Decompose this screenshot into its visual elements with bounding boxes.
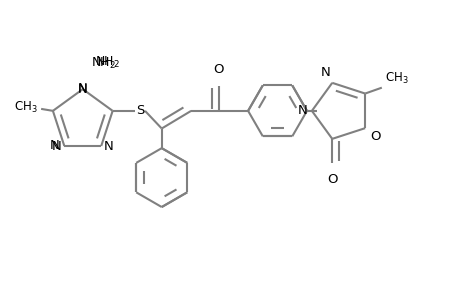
- Text: O: O: [369, 130, 380, 143]
- Text: N: N: [78, 82, 88, 96]
- Text: O: O: [213, 64, 224, 76]
- Text: N: N: [50, 140, 59, 152]
- Text: O: O: [326, 173, 337, 186]
- Text: N: N: [78, 82, 88, 95]
- Text: N: N: [320, 66, 330, 79]
- Text: CH$_3$: CH$_3$: [384, 70, 408, 86]
- Text: N: N: [297, 104, 307, 117]
- Text: NH$_2$: NH$_2$: [90, 56, 115, 71]
- Text: N: N: [104, 140, 114, 153]
- Text: N: N: [51, 140, 61, 153]
- Text: CH$_3$: CH$_3$: [15, 100, 38, 116]
- Text: S: S: [136, 104, 144, 117]
- Text: NH$_2$: NH$_2$: [95, 54, 119, 70]
